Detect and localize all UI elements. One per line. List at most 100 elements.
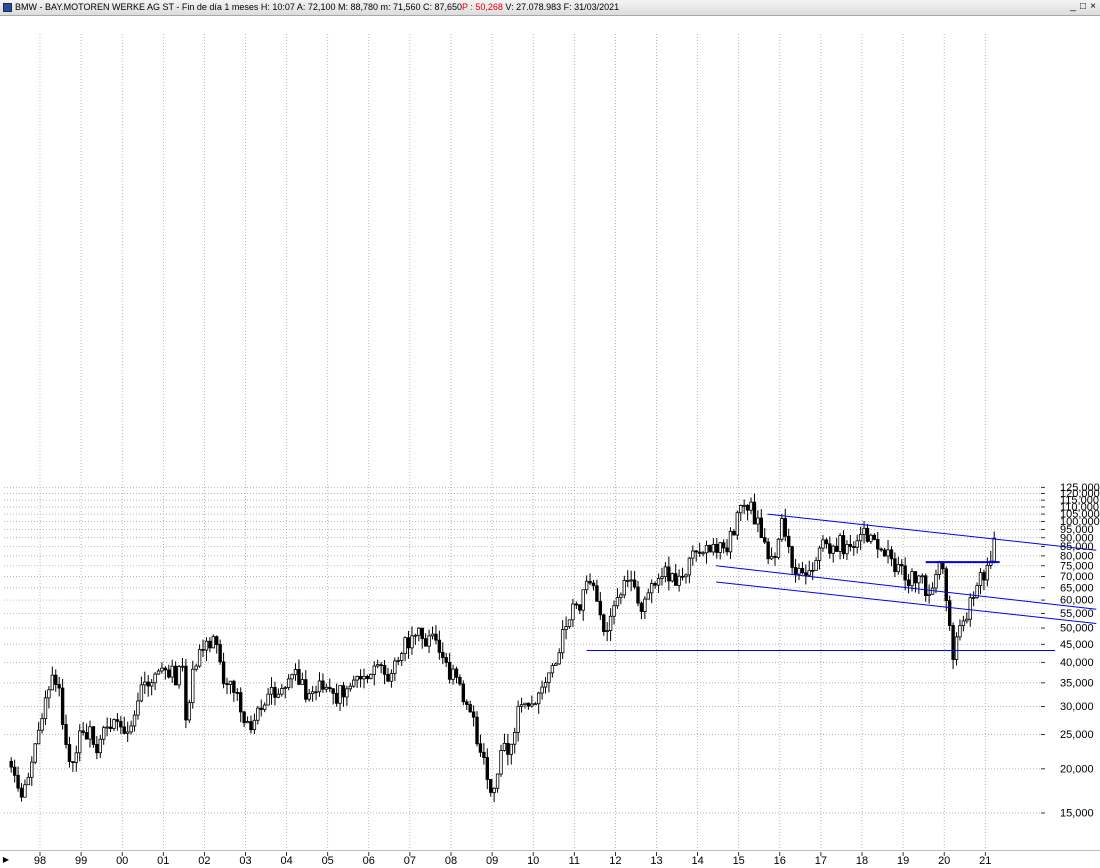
candle bbox=[201, 639, 205, 657]
candle bbox=[16, 766, 20, 792]
candle bbox=[129, 720, 133, 735]
candle bbox=[19, 783, 24, 802]
candle-body bbox=[334, 692, 339, 704]
candle-body bbox=[98, 738, 102, 754]
candle bbox=[413, 633, 418, 645]
candle-body bbox=[225, 683, 229, 686]
candle bbox=[50, 666, 55, 691]
candle bbox=[858, 526, 863, 551]
candle bbox=[136, 692, 140, 720]
candle bbox=[81, 721, 85, 736]
candle bbox=[379, 662, 383, 674]
candle-body bbox=[256, 707, 260, 721]
candle-body bbox=[660, 576, 664, 579]
candle-body bbox=[286, 678, 291, 688]
scroll-right-arrow-icon[interactable]: ▶ bbox=[2, 855, 10, 864]
y-tick-label: 100,000 bbox=[1060, 516, 1100, 528]
candle bbox=[293, 663, 298, 681]
candle-body bbox=[232, 680, 236, 693]
candle bbox=[793, 559, 798, 583]
candle-body bbox=[920, 575, 924, 578]
candle bbox=[882, 547, 887, 557]
candle bbox=[338, 685, 342, 711]
candle-body bbox=[492, 787, 496, 793]
candle bbox=[523, 702, 527, 709]
candle-body bbox=[663, 566, 668, 578]
candle-body bbox=[74, 752, 79, 763]
candle-body bbox=[129, 725, 133, 733]
candle bbox=[427, 629, 431, 653]
candle bbox=[924, 573, 928, 602]
restore-button[interactable]: □ bbox=[1079, 1, 1087, 12]
y-tick-label: 25,000 bbox=[1060, 729, 1094, 741]
candle bbox=[341, 681, 346, 707]
candle-body bbox=[50, 674, 55, 691]
candle bbox=[749, 497, 753, 515]
candle-body bbox=[125, 731, 130, 734]
candle-body bbox=[759, 517, 764, 539]
price-chart[interactable]: 15,000 20,000 25,000 30,000 35,000 40,000 45,0… bbox=[0, 16, 1100, 868]
candle bbox=[906, 574, 911, 594]
candle bbox=[557, 648, 561, 665]
candle-body bbox=[328, 686, 332, 690]
candle-body bbox=[701, 552, 705, 555]
candle-body bbox=[509, 743, 513, 755]
candle-body bbox=[276, 693, 281, 698]
candle-body bbox=[262, 704, 267, 710]
candle bbox=[626, 570, 630, 588]
window-title: BMW - BAY.MOTOREN WERKE AG ST - Fin de d… bbox=[15, 0, 619, 15]
candle bbox=[725, 538, 729, 556]
candle bbox=[297, 659, 301, 686]
candle-body bbox=[153, 673, 157, 684]
close-button[interactable]: × bbox=[1090, 1, 1096, 12]
candle-body bbox=[954, 636, 959, 660]
candle bbox=[324, 683, 329, 693]
candle-body bbox=[451, 668, 455, 680]
candle-body bbox=[982, 572, 986, 581]
candle bbox=[595, 579, 599, 602]
candle-body bbox=[718, 542, 722, 553]
candle bbox=[982, 569, 986, 591]
candle-body bbox=[513, 731, 517, 745]
candle bbox=[40, 713, 44, 734]
candle-body bbox=[643, 598, 647, 612]
candle-body bbox=[677, 575, 681, 586]
candle-body bbox=[471, 711, 476, 718]
candle bbox=[927, 584, 931, 604]
candle-body bbox=[465, 701, 469, 705]
candle bbox=[934, 569, 938, 594]
candle-body bbox=[12, 766, 17, 776]
candle bbox=[708, 544, 712, 553]
candle bbox=[153, 672, 157, 691]
y-tick-label: 60,000 bbox=[1060, 595, 1094, 607]
candle-body bbox=[776, 538, 781, 558]
candle-body bbox=[567, 619, 572, 627]
candle bbox=[869, 533, 873, 544]
candle bbox=[526, 702, 531, 710]
candle bbox=[60, 678, 65, 730]
candle-body bbox=[783, 518, 787, 537]
candle bbox=[855, 534, 859, 554]
candle-body bbox=[985, 565, 990, 581]
candle-body bbox=[26, 776, 31, 786]
candle bbox=[399, 651, 404, 666]
candle bbox=[646, 588, 650, 600]
candle bbox=[650, 579, 654, 604]
candle-body bbox=[78, 730, 82, 754]
candle bbox=[574, 601, 579, 610]
candle bbox=[660, 567, 664, 586]
x-tick-label: 02 bbox=[198, 855, 210, 867]
candle-body bbox=[889, 549, 894, 560]
minimize-button[interactable]: _ bbox=[1070, 1, 1076, 12]
candle-body bbox=[752, 501, 757, 525]
candle bbox=[170, 659, 174, 683]
candle-body bbox=[184, 665, 188, 721]
candle-body bbox=[187, 702, 192, 721]
candle bbox=[975, 582, 979, 599]
candle-body bbox=[605, 630, 609, 633]
candle-body bbox=[297, 669, 301, 685]
candle-body bbox=[252, 719, 257, 731]
candle bbox=[495, 773, 500, 793]
candle bbox=[84, 723, 89, 740]
candle-body bbox=[396, 660, 400, 662]
